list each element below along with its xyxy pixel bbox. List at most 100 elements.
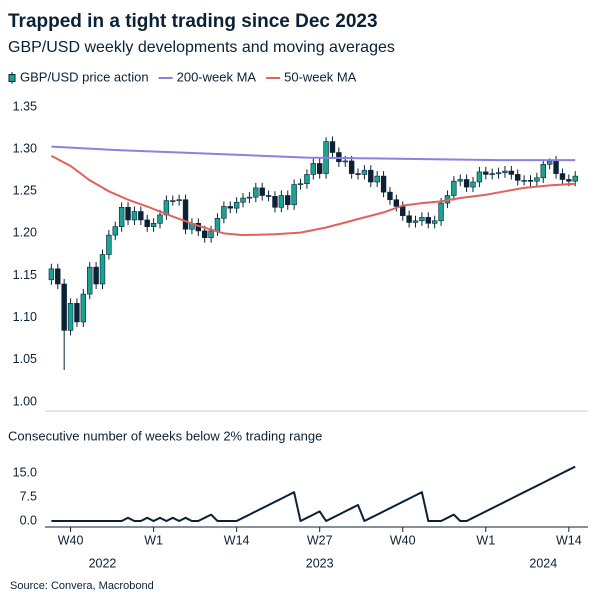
candle-body (572, 175, 578, 182)
x-tick-label: W14 (556, 533, 582, 547)
y-tick-label: 1.20 (13, 226, 37, 240)
candle-body (240, 197, 246, 203)
lower-chart-title: Consecutive number of weeks below 2% tra… (8, 428, 322, 443)
legend-label: 200-week MA (177, 69, 257, 84)
chart-subtitle: GBP/USD weekly developments and moving a… (8, 39, 395, 56)
candle-body (125, 207, 131, 221)
candle-body (342, 160, 348, 163)
candle-body (387, 191, 393, 201)
candle-body (297, 183, 304, 185)
x-tick-label: W14 (224, 533, 250, 547)
candle-body (400, 206, 406, 217)
candle-body (463, 179, 470, 188)
candle-body (291, 184, 297, 206)
candle-body (431, 220, 438, 224)
candle-body (138, 211, 144, 221)
candle-body (502, 170, 508, 174)
candle-body (278, 195, 285, 208)
moving-average-line (51, 145, 576, 162)
candle-body (348, 160, 355, 174)
candle-body (157, 214, 163, 224)
candle-body (374, 175, 380, 183)
candle-body (438, 202, 444, 222)
year-label: 2024 (529, 556, 557, 570)
candle-body (150, 223, 157, 227)
candle-body (470, 181, 476, 188)
candle-body (457, 179, 463, 182)
chart-title: Trapped in a tight trading since Dec 202… (8, 11, 378, 32)
data-line (51, 465, 576, 522)
candle-body (361, 169, 368, 175)
x-tick-label: W27 (307, 533, 333, 547)
y-tick-label: 1.25 (13, 184, 37, 198)
candle-body (310, 163, 317, 175)
candle-body (265, 195, 272, 197)
candle-body (61, 283, 67, 331)
candle-body (355, 173, 361, 175)
candle-body (553, 160, 559, 174)
candle-body (87, 266, 93, 295)
legend-candle-body (8, 74, 16, 82)
candle-body (515, 174, 521, 181)
candle-body (412, 220, 419, 223)
year-label: 2023 (306, 556, 334, 570)
candle-body (93, 266, 99, 285)
y-tick-label: 1.05 (13, 352, 37, 366)
candle-body (425, 217, 431, 224)
candle-body (406, 215, 412, 223)
candle-body (489, 173, 495, 175)
candle-body (285, 195, 291, 206)
x-tick-label: W40 (390, 533, 416, 547)
candle-body (527, 180, 534, 182)
candle-body (521, 180, 527, 182)
y-tick-label: 1.30 (13, 141, 37, 155)
candle-body (483, 171, 489, 175)
candle-body (170, 200, 176, 202)
y-tick-label: 15.0 (13, 465, 37, 479)
year-label: 2022 (89, 556, 117, 570)
y-tick-label: 7.5 (20, 489, 37, 503)
candle-body (55, 268, 61, 285)
candle-body (48, 268, 55, 281)
legend-label: 50-week MA (284, 69, 357, 84)
candle-body (546, 160, 553, 165)
candle-body (233, 201, 240, 209)
candle-body (208, 230, 214, 238)
candle-body (131, 211, 138, 221)
candle-body (67, 303, 74, 331)
x-tick-label: W1 (144, 533, 163, 547)
candle-body (419, 217, 425, 222)
y-tick-label: 1.15 (13, 268, 37, 282)
candle-body (259, 187, 265, 196)
y-tick-label: 1.10 (13, 310, 37, 324)
candle-body (202, 230, 208, 238)
candle-body (214, 217, 221, 232)
candle-body (221, 206, 227, 219)
candle-body (566, 179, 572, 182)
candle-body (316, 163, 323, 174)
candle-body (534, 177, 540, 182)
candle-body (272, 196, 278, 208)
candle-body (118, 207, 125, 227)
candle-body (329, 141, 336, 153)
y-tick-label: 0.0 (20, 513, 37, 527)
candle-body (74, 303, 80, 323)
candle-body (112, 226, 118, 236)
candle-body (106, 234, 112, 255)
candle-body (144, 219, 150, 227)
candle-body (227, 206, 233, 209)
legend-label: GBP/USD price action (20, 69, 149, 84)
candle-body (508, 170, 515, 175)
candle-body (451, 180, 457, 196)
candle-body (176, 199, 182, 202)
x-tick-label: W40 (58, 533, 84, 547)
candle-body (304, 174, 310, 185)
y-tick-label: 1.00 (13, 394, 37, 408)
candle-body (540, 164, 546, 179)
moving-average-line (50, 155, 576, 237)
x-tick-label: W1 (476, 533, 495, 547)
candle-body (246, 196, 253, 199)
candle-body (99, 254, 106, 285)
candle-body (495, 172, 502, 175)
